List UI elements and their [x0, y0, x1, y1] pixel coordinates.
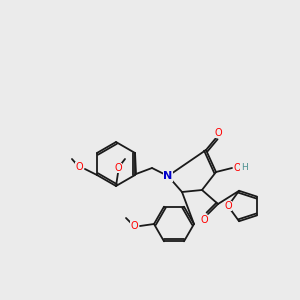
- Text: H: H: [241, 163, 248, 172]
- Text: O: O: [75, 162, 83, 172]
- Text: O: O: [130, 221, 138, 231]
- Text: O: O: [224, 201, 232, 211]
- Text: O: O: [233, 163, 241, 173]
- Text: O: O: [214, 128, 222, 138]
- Text: O: O: [114, 163, 122, 173]
- Text: N: N: [164, 171, 172, 181]
- Text: O: O: [200, 215, 208, 225]
